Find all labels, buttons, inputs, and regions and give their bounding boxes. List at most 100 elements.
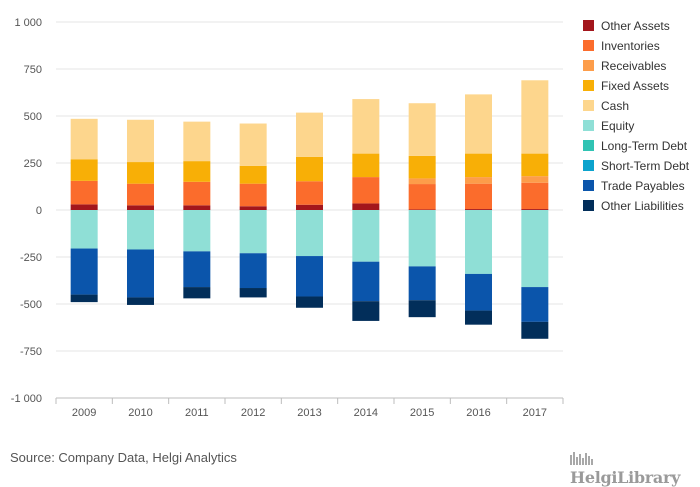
legend-label: Short-Term Debt: [601, 159, 690, 173]
bar-segment: [521, 287, 549, 322]
bar-segment: [239, 210, 267, 254]
bar-segment: [408, 103, 436, 156]
x-axis: 2009 2010 2011 2012 2013 2014 2015 2016 2017: [55, 397, 564, 419]
y-tick-label: 500: [24, 111, 42, 123]
bar-segment: [239, 288, 267, 298]
bar-segment: [127, 119, 154, 163]
y-tick-label: 0: [36, 205, 42, 217]
legend-label: Fixed Assets: [601, 79, 669, 93]
bar-segment: [239, 123, 267, 166]
legend-label: Cash: [601, 99, 629, 113]
brand-logo: HelgiLibrary: [570, 449, 700, 487]
legend-item[interactable]: Fixed Assets: [583, 79, 669, 93]
legend-item[interactable]: Long-Term Debt: [583, 139, 688, 153]
legend-item[interactable]: Other Assets: [583, 19, 670, 33]
bar-segment: [70, 180, 98, 205]
legend-label: Equity: [601, 119, 634, 133]
bar-segment: [127, 205, 154, 210]
bar-segment: [70, 118, 98, 160]
y-tick-label: 750: [24, 64, 42, 76]
bar-segment: [183, 205, 211, 210]
bar-segment: [352, 301, 380, 321]
x-tick-label: 2014: [354, 407, 378, 419]
bar-segment: [465, 210, 492, 274]
bar-segment: [352, 153, 380, 178]
x-tick-label: 2009: [72, 407, 96, 419]
legend-label: Other Assets: [601, 19, 670, 33]
legend-swatch: [583, 40, 594, 51]
bar-segment: [408, 209, 436, 210]
legend: Other Assets Inventories Receivables Fixed …: [583, 19, 690, 213]
bar-segment: [296, 256, 323, 297]
bar-segment: [408, 178, 436, 185]
legend-item[interactable]: Equity: [583, 119, 634, 133]
legend-item[interactable]: Cash: [583, 99, 629, 113]
legend-item[interactable]: Inventories: [583, 39, 660, 53]
legend-swatch: [583, 60, 594, 71]
bar-segment: [521, 153, 549, 177]
bar-segment: [239, 253, 267, 289]
legend-swatch: [583, 20, 594, 31]
bar-segment: [296, 181, 323, 205]
bar-segment: [183, 251, 211, 288]
bar-segment: [465, 177, 492, 184]
bar-segment: [408, 155, 436, 179]
bar-segment: [183, 210, 211, 252]
legend-item[interactable]: Short-Term Debt: [583, 159, 690, 173]
bar-segment: [408, 266, 436, 301]
source-note: Source: Company Data, Helgi Analytics: [10, 450, 237, 465]
bar-segment: [239, 165, 267, 184]
y-tick-label: -750: [20, 346, 42, 358]
legend-swatch: [583, 100, 594, 111]
bar-segment: [127, 162, 154, 184]
legend-swatch: [583, 140, 594, 151]
bar-segment: [521, 182, 549, 210]
bar-segment: [70, 294, 98, 303]
x-tick-label: 2015: [410, 407, 434, 419]
y-tick-label: -1 000: [11, 393, 42, 405]
bar-segment: [465, 273, 492, 311]
x-tick-label: 2017: [523, 407, 547, 419]
bar-segment: [296, 204, 323, 210]
bar-segment: [296, 156, 323, 182]
x-tick-label: 2013: [297, 407, 321, 419]
bar-segment: [127, 183, 154, 206]
bar-segment: [183, 121, 211, 162]
bar-segment: [70, 210, 98, 249]
bar-segment: [521, 80, 549, 154]
library-icon: [570, 452, 593, 465]
bar-segment: [183, 181, 211, 206]
bar-segment: [521, 210, 549, 288]
legend-item[interactable]: Receivables: [583, 59, 666, 73]
bars: [70, 80, 549, 339]
legend-item[interactable]: Other Liabilities: [583, 199, 684, 213]
legend-swatch: [583, 120, 594, 131]
legend-label: Receivables: [601, 59, 666, 73]
bar-segment: [408, 184, 436, 210]
bar-segment: [127, 249, 154, 298]
bar-segment: [408, 210, 436, 267]
bar-segment: [521, 321, 549, 339]
bar-segment: [183, 161, 211, 182]
legend-swatch: [583, 200, 594, 211]
bar-segment: [70, 159, 98, 181]
bar-segment: [296, 296, 323, 308]
legend-swatch: [583, 180, 594, 191]
bar-segment: [127, 210, 154, 250]
legend-label: Long-Term Debt: [601, 139, 688, 153]
legend-item[interactable]: Trade Payables: [583, 179, 685, 193]
y-tick-label: -500: [20, 299, 42, 311]
x-tick-label: 2010: [128, 407, 152, 419]
x-tick-label: 2011: [185, 407, 209, 419]
y-tick-label: 250: [24, 158, 42, 170]
bar-segment: [352, 261, 380, 302]
bar-segment: [352, 210, 380, 262]
bar-segment: [70, 204, 98, 210]
bar-segment: [183, 287, 211, 299]
bar-segment: [70, 248, 98, 295]
legend-swatch: [583, 160, 594, 171]
bar-segment: [239, 183, 267, 207]
legend-swatch: [583, 80, 594, 91]
legend-label: Inventories: [601, 39, 660, 53]
